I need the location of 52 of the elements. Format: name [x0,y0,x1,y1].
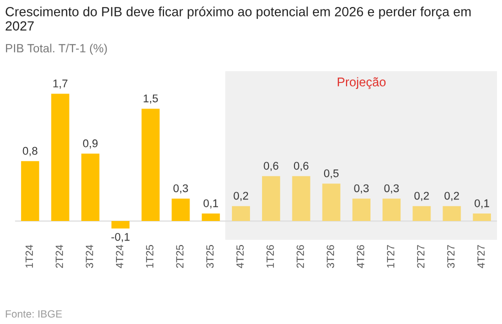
data-label: 0,2 [444,192,459,202]
x-tick-label: 1T27 [386,245,394,268]
bar [81,154,100,222]
x-tick-label: 3T27 [447,245,455,268]
data-label: 0,6 [264,162,278,172]
x-tick-label: 3T24 [86,244,94,268]
data-label: 0,2 [234,192,248,202]
x-tick-label: 1T24 [26,244,33,268]
x-tick-label: 4T26 [356,245,364,268]
data-label: 0,2 [414,192,429,202]
bar [142,108,160,222]
data-label: 0,1 [204,199,218,208]
chart-subtitle: PIB Total. T/T-1 (%) [6,44,107,55]
data-label: 0,5 [324,169,339,179]
data-label: 0,1 [474,199,490,208]
data-label: 1,5 [144,94,158,104]
x-tick-label: 4T24 [116,244,124,268]
bar [352,198,370,222]
data-label: 0,3 [173,184,188,194]
x-tick-label: 2T24 [56,244,63,268]
bar [472,214,491,222]
bar [442,206,461,222]
bar [51,94,70,222]
bar [111,221,130,229]
x-tick-label: 1T25 [146,245,154,268]
data-label: 0,3 [384,184,399,194]
bar [172,198,190,222]
bar [292,176,310,222]
bar [322,184,340,222]
x-tick-label: 3T25 [206,245,214,268]
x-tick-label: 4T27 [477,245,485,268]
bar [232,206,250,222]
x-tick-label: 2T26 [296,245,304,268]
x-tick-label: 2T27 [417,245,424,268]
bar [412,206,431,222]
bar [202,214,220,222]
band-label: Projeção [338,77,386,89]
chart-title: Crescimento do PIB deve ficar próximo ao potencial em 2026 e perder força em 2027 [6,6,471,31]
data-label: 0,9 [83,139,98,149]
x-tick-label: 1T26 [266,245,274,268]
x-tick-label: 3T26 [326,245,334,268]
bar [21,161,40,222]
source-note: Fonte: IBGE [6,310,62,318]
data-label: 0,8 [22,146,38,156]
bar [262,176,280,222]
x-tick-label: 2T25 [176,245,184,268]
x-tick-label: 4T25 [236,245,244,268]
data-label: 0,3 [354,184,369,194]
bar [382,198,401,222]
data-label: -0,1 [111,232,130,242]
data-label: 0,6 [294,162,308,172]
data-label: 1,7 [53,80,68,89]
